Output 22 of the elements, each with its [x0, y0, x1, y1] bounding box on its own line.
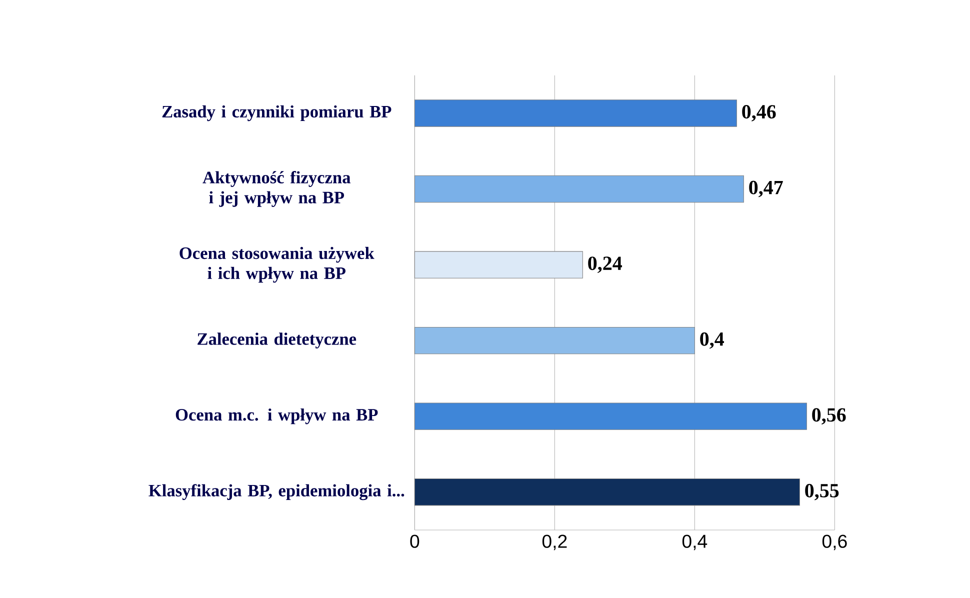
bar	[414, 326, 695, 354]
bar	[414, 175, 744, 203]
bar	[414, 251, 583, 278]
bar	[414, 478, 800, 506]
x-tick-label: 0,2	[542, 534, 567, 550]
y-tick-label: Ocena stosowania używek i ich wpływ na BP	[180, 246, 374, 283]
y-tick-label: Zalecenia dietetyczne	[198, 332, 356, 348]
y-tick-label: Aktywność fizyczna i jej wpływ na BP	[202, 171, 350, 207]
data-label: 0,46	[742, 105, 776, 122]
data-label: 0,55	[805, 484, 839, 500]
x-tick-label: 0,4	[682, 534, 708, 550]
x-tick-label: 0	[410, 534, 420, 548]
bar	[414, 402, 807, 430]
y-tick-label: Zasady i czynniki pomiaru BP	[162, 105, 392, 122]
x-tick-label: 0,6	[822, 534, 847, 550]
y-tick-label: Ocena m.c. i wpływ na BP	[176, 408, 378, 424]
data-label: 0,24	[588, 256, 622, 273]
data-label: 0,4	[700, 332, 724, 349]
y-tick-label: Klasyfikacja BP, epidemiologia i...	[148, 484, 404, 500]
bar	[414, 100, 737, 127]
data-label: 0,47	[749, 180, 783, 198]
data-label: 0,56	[812, 408, 846, 425]
